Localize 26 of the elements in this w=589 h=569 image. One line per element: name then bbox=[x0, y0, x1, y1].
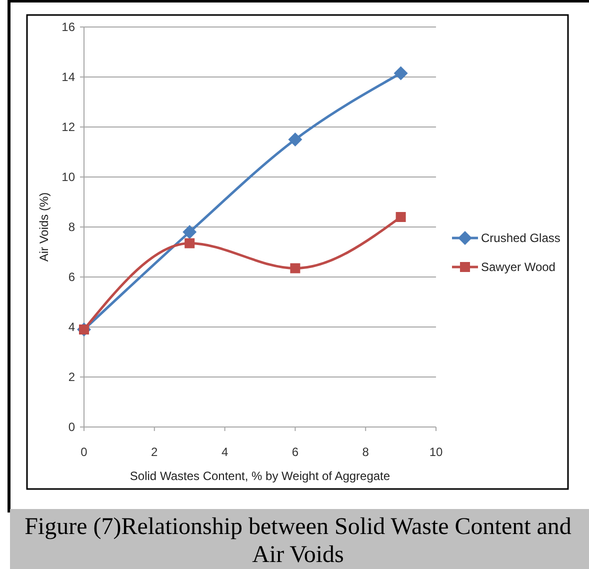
y-tick-label: 16 bbox=[62, 20, 76, 34]
y-axis-title: Air Voids (%) bbox=[37, 192, 51, 262]
point bbox=[290, 263, 300, 274]
x-tick-label: 6 bbox=[292, 445, 299, 459]
x-axis-title: Solid Wastes Content, % by Weight of Aggregate bbox=[130, 469, 390, 483]
y-tick-label: 6 bbox=[68, 270, 76, 284]
point bbox=[288, 132, 302, 146]
point bbox=[182, 225, 197, 239]
legend-label: Sawyer Wood bbox=[481, 260, 556, 274]
legend-label: Crushed Glass bbox=[481, 231, 560, 245]
point bbox=[396, 212, 406, 222]
x-tick-label: 8 bbox=[362, 445, 370, 459]
y-tick-label: 0 bbox=[68, 420, 76, 434]
point bbox=[184, 238, 195, 248]
y-tick-label: 4 bbox=[68, 320, 76, 334]
x-tick-label: 2 bbox=[151, 445, 158, 459]
x-tick-label: 0 bbox=[80, 445, 88, 459]
point bbox=[394, 66, 408, 80]
y-tick-label: 12 bbox=[62, 120, 76, 134]
y-tick-label: 2 bbox=[68, 370, 76, 384]
y-tick-label: 8 bbox=[68, 220, 76, 234]
x-tick-label: 4 bbox=[221, 445, 228, 459]
y-tick-label: 10 bbox=[62, 170, 76, 184]
text: Figure (7)Relationship between Solid Waste Content and Air Voids bbox=[24, 514, 572, 568]
y-tick-label: 14 bbox=[62, 70, 76, 84]
x-tick-label: 10 bbox=[429, 445, 443, 459]
